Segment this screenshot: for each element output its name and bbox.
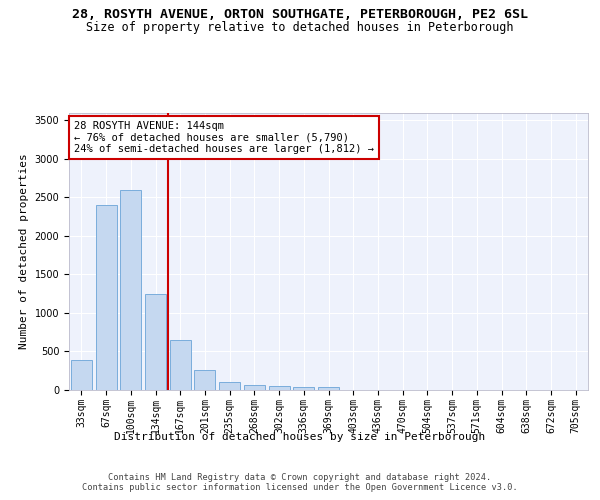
Bar: [120, 190, 141, 390]
Bar: [269, 386, 290, 390]
Y-axis label: Number of detached properties: Number of detached properties: [19, 154, 29, 349]
Bar: [145, 294, 166, 390]
Text: 28, ROSYTH AVENUE, ORTON SOUTHGATE, PETERBOROUGH, PE2 6SL: 28, ROSYTH AVENUE, ORTON SOUTHGATE, PETE…: [72, 8, 528, 20]
Text: 28 ROSYTH AVENUE: 144sqm
← 76% of detached houses are smaller (5,790)
24% of sem: 28 ROSYTH AVENUE: 144sqm ← 76% of detach…: [74, 121, 374, 154]
Bar: [293, 386, 314, 390]
Bar: [244, 386, 265, 390]
Bar: [95, 205, 116, 390]
Text: Distribution of detached houses by size in Peterborough: Distribution of detached houses by size …: [115, 432, 485, 442]
Bar: [219, 382, 240, 390]
Text: Size of property relative to detached houses in Peterborough: Size of property relative to detached ho…: [86, 21, 514, 34]
Bar: [194, 370, 215, 390]
Bar: [71, 360, 92, 390]
Bar: [170, 340, 191, 390]
Bar: [318, 388, 339, 390]
Text: Contains HM Land Registry data © Crown copyright and database right 2024.
Contai: Contains HM Land Registry data © Crown c…: [82, 472, 518, 492]
